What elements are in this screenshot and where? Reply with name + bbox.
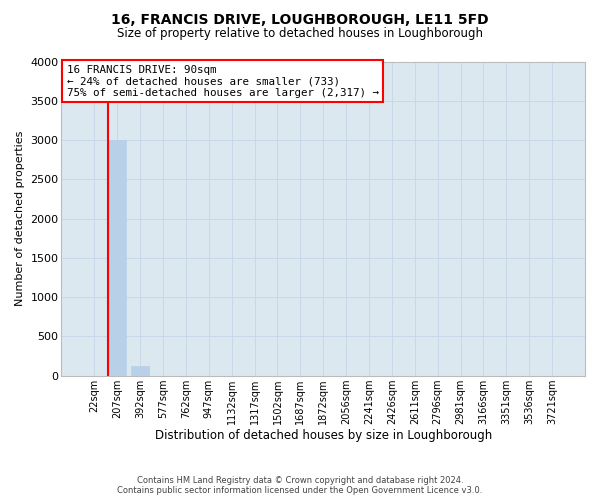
Text: Contains HM Land Registry data © Crown copyright and database right 2024.
Contai: Contains HM Land Registry data © Crown c… bbox=[118, 476, 482, 495]
Text: 16, FRANCIS DRIVE, LOUGHBOROUGH, LE11 5FD: 16, FRANCIS DRIVE, LOUGHBOROUGH, LE11 5F… bbox=[111, 12, 489, 26]
Bar bbox=[131, 366, 149, 376]
Text: Size of property relative to detached houses in Loughborough: Size of property relative to detached ho… bbox=[117, 28, 483, 40]
Text: 16 FRANCIS DRIVE: 90sqm
← 24% of detached houses are smaller (733)
75% of semi-d: 16 FRANCIS DRIVE: 90sqm ← 24% of detache… bbox=[67, 64, 379, 98]
Bar bbox=[108, 140, 127, 376]
Y-axis label: Number of detached properties: Number of detached properties bbox=[15, 131, 25, 306]
X-axis label: Distribution of detached houses by size in Loughborough: Distribution of detached houses by size … bbox=[155, 430, 492, 442]
